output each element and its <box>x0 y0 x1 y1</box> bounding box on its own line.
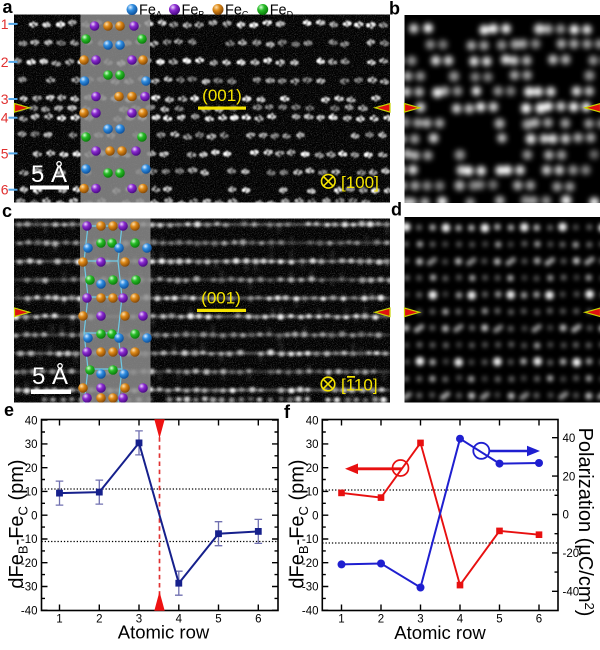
svg-text:30: 30 <box>306 439 319 451</box>
svg-text:dFeB-FeC (pm): dFeB-FeC (pm) <box>6 459 31 588</box>
svg-text:[110]: [110] <box>341 376 378 395</box>
svg-text:20: 20 <box>563 471 576 483</box>
svg-text:a: a <box>3 0 14 17</box>
svg-text:40: 40 <box>25 415 38 427</box>
svg-text:d: d <box>391 200 402 220</box>
svg-text:-40: -40 <box>302 606 319 618</box>
svg-text:-40: -40 <box>21 606 38 618</box>
svg-text:2: 2 <box>1 54 9 70</box>
svg-text:5: 5 <box>496 614 502 626</box>
svg-text:5: 5 <box>215 614 221 626</box>
svg-text:6: 6 <box>255 614 261 626</box>
svg-text:(001): (001) <box>201 289 241 308</box>
svg-text:2: 2 <box>378 614 384 626</box>
svg-text:1: 1 <box>56 614 62 626</box>
svg-text:Polarization (µC/cm2): Polarization (µC/cm2) <box>574 428 597 617</box>
svg-text:0: 0 <box>563 510 569 522</box>
svg-text:0: 0 <box>312 510 318 522</box>
svg-text:6: 6 <box>536 614 542 626</box>
svg-text:30: 30 <box>25 439 38 451</box>
svg-text:5: 5 <box>1 145 9 161</box>
svg-text:[100]: [100] <box>341 173 379 192</box>
svg-text:dFeB-FeC (pm): dFeB-FeC (pm) <box>287 459 312 588</box>
svg-text:3: 3 <box>1 91 9 107</box>
svg-text:2: 2 <box>96 614 102 626</box>
svg-text:e: e <box>4 400 14 420</box>
svg-text:40: 40 <box>563 433 576 445</box>
svg-text:1: 1 <box>338 614 344 626</box>
svg-text:Atomic row: Atomic row <box>394 622 486 643</box>
svg-text:(001): (001) <box>202 86 242 105</box>
svg-text:6: 6 <box>1 182 9 198</box>
svg-text:Atomic row: Atomic row <box>118 622 210 643</box>
svg-text:5 Å: 5 Å <box>31 160 67 188</box>
svg-text:f: f <box>284 402 291 422</box>
svg-text:5 Å: 5 Å <box>32 362 68 390</box>
svg-text:b: b <box>389 0 400 19</box>
svg-text:4: 4 <box>1 110 9 126</box>
svg-text:1: 1 <box>1 16 9 32</box>
svg-text:c: c <box>2 201 12 221</box>
svg-text:0: 0 <box>31 510 37 522</box>
svg-text:40: 40 <box>306 415 319 427</box>
